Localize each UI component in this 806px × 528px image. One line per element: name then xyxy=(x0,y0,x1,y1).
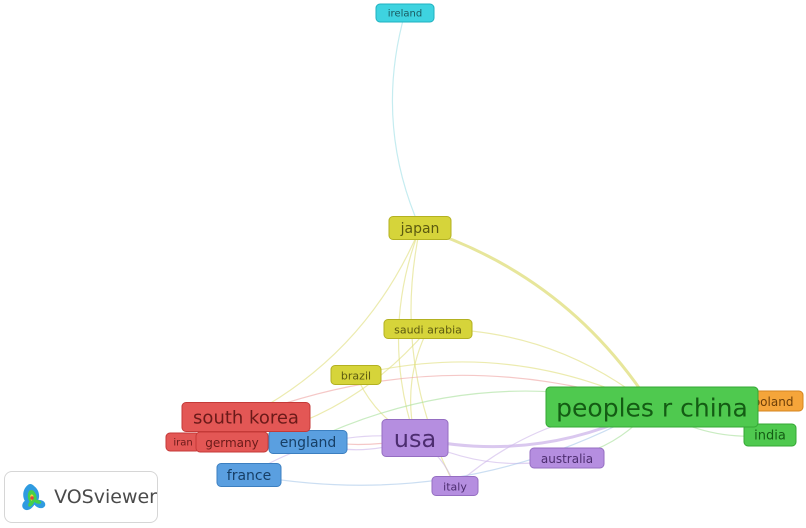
node-usa[interactable]: usa xyxy=(381,419,449,457)
node-brazil-label: brazil xyxy=(341,370,371,383)
node-france-label: france xyxy=(227,468,271,484)
node-peoples-r-china-box xyxy=(545,386,759,428)
node-japan-box xyxy=(388,216,452,240)
node-brazil[interactable]: brazil xyxy=(330,365,382,385)
node-england-label: england xyxy=(280,435,337,451)
node-usa-label: usa xyxy=(394,425,436,453)
node-ireland[interactable]: ireland xyxy=(375,3,435,23)
node-italy[interactable]: italy xyxy=(431,476,479,496)
node-italy-label: italy xyxy=(443,481,467,494)
node-france-box xyxy=(216,463,282,487)
node-peoples-r-china-label: peoples r china xyxy=(556,394,748,423)
node-italy-box xyxy=(431,476,479,496)
link-ireland-japan xyxy=(391,12,421,229)
node-iran-label: iran xyxy=(173,438,192,449)
node-japan[interactable]: japan xyxy=(388,216,452,240)
node-england[interactable]: england xyxy=(268,430,348,454)
node-india-box xyxy=(743,423,797,447)
node-france[interactable]: france xyxy=(216,463,282,487)
node-usa-box xyxy=(381,419,449,457)
node-brazil-box xyxy=(330,365,382,385)
vosviewer-logo: VOSviewer xyxy=(4,471,158,523)
node-germany-box xyxy=(195,431,269,453)
node-saudi-arabia-label: saudi arabia xyxy=(394,324,462,337)
vosviewer-logo-icon xyxy=(22,484,46,511)
node-iran[interactable]: iran xyxy=(165,432,201,452)
node-australia-label: australia xyxy=(541,452,593,466)
node-poland-label: poland xyxy=(753,395,794,409)
node-south-korea[interactable]: south korea xyxy=(181,402,311,432)
link-japan-south-korea xyxy=(245,227,421,418)
node-india-label: india xyxy=(754,429,786,444)
node-australia-box xyxy=(529,447,605,469)
node-ireland-label: ireland xyxy=(388,9,422,20)
node-japan-label: japan xyxy=(400,221,440,237)
node-peoples-r-china[interactable]: peoples r china xyxy=(545,386,759,428)
vosviewer-logo-text: VOSviewer xyxy=(54,486,157,508)
link-japan-peoples-r-china xyxy=(419,226,654,408)
node-south-korea-label: south korea xyxy=(193,408,299,429)
node-ireland-box xyxy=(375,3,435,23)
node-australia[interactable]: australia xyxy=(529,447,605,469)
node-india[interactable]: india xyxy=(743,423,797,447)
node-saudi-arabia[interactable]: saudi arabia xyxy=(383,319,473,339)
node-germany-label: germany xyxy=(205,436,258,450)
node-germany[interactable]: germany xyxy=(195,431,269,453)
node-saudi-arabia-box xyxy=(383,319,473,339)
nodes-layer: ireland japan saudi arabia brazil england ira… xyxy=(165,3,804,496)
